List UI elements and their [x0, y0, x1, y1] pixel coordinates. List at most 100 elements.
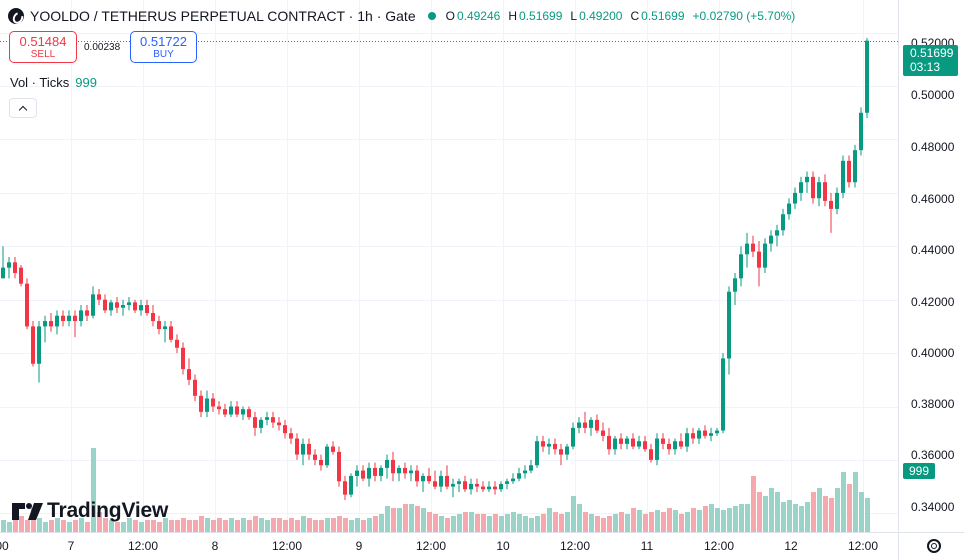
ohlc-values: O 0.49246 H 0.51699 L 0.49200 C 0.51699 +0.0…: [446, 9, 796, 23]
candle-body: [745, 243, 749, 255]
volume-bar: [661, 512, 666, 532]
price-tick: 0.42000: [911, 295, 955, 309]
time-tick: 12:00: [847, 539, 879, 553]
candle-body: [613, 438, 617, 450]
tradingview-logo[interactable]: TradingView: [12, 499, 168, 523]
price-tick: 0.40000: [911, 346, 955, 360]
volume-bar: [577, 504, 582, 532]
volume-bar: [865, 498, 870, 532]
buy-button[interactable]: 0.51722 BUY: [130, 31, 197, 63]
change-value: +0.02790 (+5.70%): [692, 9, 796, 23]
volume-bar: [769, 488, 774, 532]
candle-body: [301, 443, 305, 455]
close-label: C: [630, 9, 640, 23]
candle-body: [265, 417, 269, 420]
sell-label: SELL: [30, 49, 56, 60]
settings-gear-icon[interactable]: [927, 539, 941, 553]
low-value: 0.49200: [579, 9, 623, 23]
volume-bar: [73, 520, 78, 532]
candle-body: [691, 433, 695, 439]
time-tick: 12:00: [415, 539, 447, 553]
symbol-title[interactable]: YOOLDO / TETHERUS PERPETUAL CONTRACT · 1…: [30, 8, 416, 24]
last-volume-label: 999: [903, 463, 935, 479]
volume-bar: [61, 520, 66, 532]
volume-bar: [505, 514, 510, 532]
chart-header: YOOLDO / TETHERUS PERPETUAL CONTRACT · 1…: [8, 6, 795, 26]
candle-body: [175, 339, 179, 348]
candle-body: [715, 430, 719, 434]
candle-body: [445, 475, 449, 487]
candle-body: [307, 443, 311, 455]
candle-body: [145, 305, 149, 314]
price-tick: 0.38000: [911, 397, 955, 411]
candle-body: [193, 379, 197, 396]
volume-bar: [673, 510, 678, 532]
volume-bar: [583, 512, 588, 532]
candle-body: [535, 441, 539, 466]
volume-bar: [49, 520, 54, 532]
volume-bar: [559, 514, 564, 532]
high-value: 0.51699: [519, 9, 563, 23]
volume-bar: [43, 522, 48, 532]
volume-legend[interactable]: Vol · Ticks 999: [10, 75, 97, 90]
volume-bar: [829, 498, 834, 532]
price-tick: 0.44000: [911, 243, 955, 257]
candle-body: [115, 302, 119, 308]
candle-body: [817, 182, 821, 199]
volume-bar: [709, 504, 714, 532]
volume-bar: [19, 516, 24, 532]
sell-button[interactable]: 0.51484 SELL: [9, 31, 77, 63]
candle-body: [49, 321, 53, 327]
volume-bar: [355, 518, 360, 532]
time-tick: 12:00: [559, 539, 591, 553]
open-value: 0.49246: [456, 9, 501, 23]
candle-body: [853, 150, 857, 183]
candle-body: [661, 438, 665, 444]
volume-bar: [613, 514, 618, 532]
volume-bar: [481, 514, 486, 532]
volume-bar: [847, 484, 852, 532]
volume-bar: [649, 512, 654, 532]
candle-body: [739, 254, 743, 279]
candle-body: [541, 441, 545, 447]
volume-bar: [691, 508, 696, 532]
volume-bar: [301, 516, 306, 532]
candle-body: [655, 438, 659, 460]
candle-body: [703, 430, 707, 436]
volume-bar: [283, 520, 288, 532]
volume-bar: [625, 514, 630, 532]
collapse-legend-button[interactable]: [9, 98, 37, 118]
volume-bar: [445, 518, 450, 532]
candle-body: [241, 409, 245, 415]
price-tick: 0.36000: [911, 448, 955, 462]
volume-bar: [79, 518, 84, 532]
time-tick: 12: [784, 539, 798, 553]
candle-body: [433, 481, 437, 487]
candle-body: [463, 481, 467, 490]
candle-body: [229, 406, 233, 415]
volume-bar: [235, 520, 240, 532]
last-price-value: 0.51699: [910, 46, 954, 60]
candle-body: [619, 438, 623, 444]
price-tick: 0.50000: [911, 88, 955, 102]
candle-body: [865, 40, 869, 113]
time-tick: 9: [355, 539, 363, 553]
volume-bar: [67, 522, 72, 532]
volume-legend-label: Vol · Ticks: [10, 75, 70, 90]
volume-bar: [103, 518, 108, 532]
volume-bar: [571, 496, 576, 532]
volume-bar: [517, 514, 522, 532]
candle-body: [325, 446, 329, 466]
volume-bar: [859, 492, 864, 532]
candle-body: [349, 475, 353, 495]
candle-body: [43, 321, 47, 327]
candle-body: [631, 438, 635, 447]
low-label: L: [570, 9, 578, 23]
candle-body: [319, 459, 323, 466]
candle-body: [487, 486, 491, 490]
candle-body: [313, 454, 317, 460]
volume-bar: [13, 518, 18, 532]
candle-body: [685, 433, 689, 447]
volume-bar: [337, 516, 342, 532]
